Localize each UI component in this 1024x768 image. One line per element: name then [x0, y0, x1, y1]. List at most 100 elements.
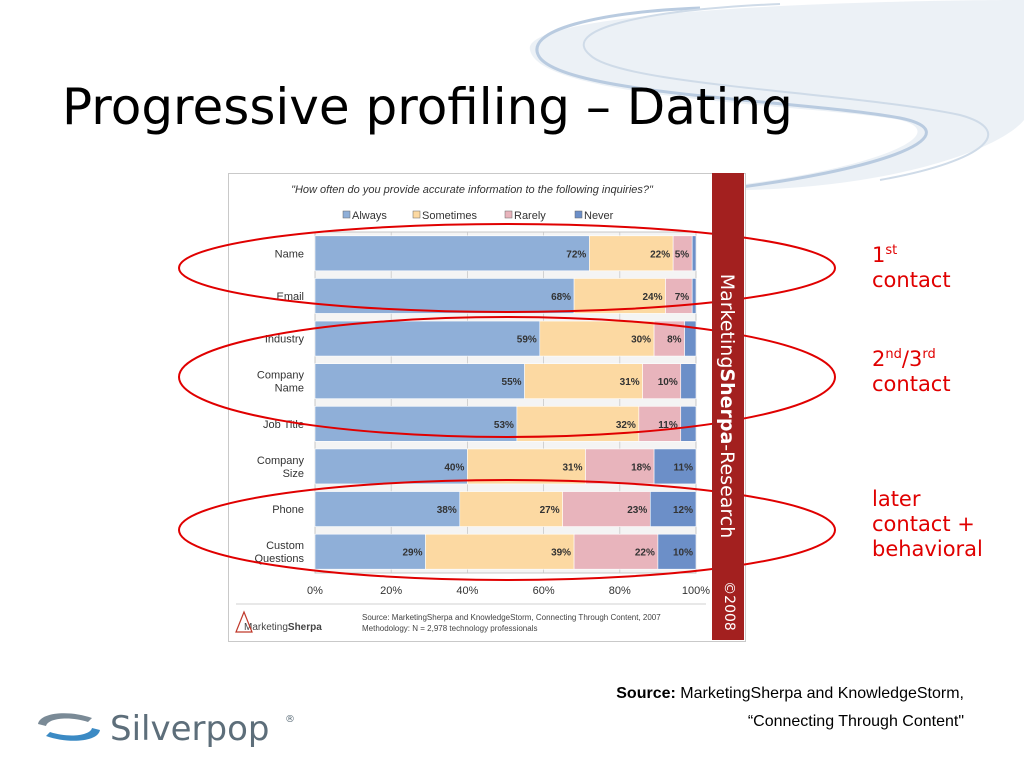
category-label: Industry — [265, 334, 305, 346]
bar-segment-sometimes — [524, 363, 643, 399]
bar-segment-rarely — [653, 320, 685, 357]
data-label: 22% — [635, 548, 655, 559]
bar-segment-sometimes — [467, 448, 586, 485]
data-label: 7% — [675, 292, 690, 303]
annotation-first-contact: 1st contact — [872, 243, 951, 292]
bar-segment-never — [653, 448, 697, 485]
ellipse-later-contact — [178, 479, 836, 581]
data-label: 10% — [673, 548, 693, 559]
bar-segment-rarely — [638, 406, 682, 442]
data-label: 31% — [620, 377, 640, 388]
bar-segment-never — [649, 491, 697, 527]
ellipse-second-third-contact — [178, 316, 836, 438]
bar-segment-sometimes — [539, 320, 655, 357]
source-label: Source: — [616, 685, 676, 702]
x-tick-label: 60% — [533, 585, 555, 597]
decorative-swoosh — [529, 0, 1024, 194]
bar-segment-sometimes — [589, 235, 674, 272]
bar-segment-never — [684, 320, 697, 357]
x-tick-label: 20% — [380, 585, 402, 597]
legend-swatch-always — [342, 210, 351, 219]
data-label: 40% — [444, 462, 464, 473]
marketingsherpa-mountain-icon — [235, 610, 253, 633]
source-text: MarketingSherpa and KnowledgeStorm, — [675, 685, 964, 702]
category-label: Name — [275, 383, 304, 395]
bar-segment-always — [314, 363, 525, 399]
chart-sidebar — [712, 173, 744, 640]
legend-label-always: Always — [352, 210, 387, 222]
bar-segment-always — [314, 235, 590, 272]
category-label: Questions — [254, 553, 304, 565]
data-label: 5% — [675, 249, 690, 260]
logo-registered-mark: ® — [285, 714, 295, 725]
data-label: 32% — [616, 420, 636, 431]
x-tick-label: 80% — [609, 585, 631, 597]
data-label: 29% — [402, 548, 422, 559]
data-label: 53% — [494, 420, 514, 431]
sidebar-brand: MarketingSherpa-Research — [716, 273, 738, 539]
slide-title: Progressive profiling – Dating — [62, 78, 793, 136]
category-label: Company — [257, 370, 305, 382]
data-label: 8% — [667, 335, 682, 346]
source-line2: “Connecting Through Content" — [747, 713, 964, 730]
annotation-second-third-contact: 2nd/3rd contact — [872, 347, 951, 396]
x-tick-label: 100% — [682, 585, 710, 597]
data-label: 27% — [540, 505, 560, 516]
bar-segment-never — [657, 533, 697, 570]
data-label: 11% — [674, 462, 694, 473]
bar-segment-always — [314, 491, 461, 527]
bar-segment-never — [680, 363, 697, 399]
bar-segment-always — [314, 533, 426, 570]
data-label: 18% — [631, 462, 651, 473]
bar-segment-rarely — [573, 533, 659, 570]
category-label: Size — [283, 468, 304, 480]
ellipse-first-contact — [178, 223, 836, 313]
silverpop-logo: Silverpop ® — [38, 709, 295, 749]
bar-segment-rarely — [562, 491, 651, 527]
data-label: 30% — [631, 335, 651, 346]
bar-segment-always — [314, 320, 541, 357]
category-label: Company — [257, 455, 305, 467]
category-label: Phone — [272, 504, 304, 516]
legend-swatch-never — [574, 210, 583, 219]
data-label: 31% — [562, 462, 582, 473]
chart-source-line2: Methodology: N = 2,978 technology profes… — [362, 624, 537, 633]
bar-segment-rarely — [665, 278, 693, 314]
data-label: 72% — [566, 249, 586, 260]
legend-label-rarely: Rarely — [514, 210, 546, 222]
legend-label-sometimes: Sometimes — [422, 210, 478, 222]
x-tick-label: 0% — [307, 585, 323, 597]
bar-segment-always — [314, 448, 468, 485]
data-label: 12% — [673, 505, 693, 516]
data-label: 10% — [658, 377, 678, 388]
bar-segment-never — [691, 278, 697, 314]
data-label: 11% — [658, 420, 678, 431]
legend-swatch-rarely — [504, 210, 513, 219]
logo-text: Silverpop — [110, 709, 269, 749]
sidebar-copyright: ©2008 — [721, 581, 737, 631]
data-label: 39% — [551, 548, 571, 559]
annotation-later-contact: later contact + behavioral — [872, 487, 983, 561]
bar-segment-sometimes — [425, 533, 575, 570]
x-tick-label: 40% — [456, 585, 478, 597]
footer-source: Source: MarketingSherpa and KnowledgeSto… — [616, 680, 964, 736]
data-label: 24% — [643, 292, 663, 303]
bar-segment-sometimes — [459, 491, 563, 527]
marketingsherpa-logo: MarketingSherpa — [244, 622, 322, 633]
data-label: 38% — [437, 505, 457, 516]
data-label: 59% — [517, 335, 537, 346]
bar-segment-always — [314, 278, 575, 314]
legend-label-never: Never — [584, 210, 614, 222]
data-label: 22% — [650, 249, 670, 260]
data-label: 23% — [627, 505, 647, 516]
chart-title: "How often do you provide accurate infor… — [291, 184, 654, 196]
chart-source-line1: Source: MarketingSherpa and KnowledgeSto… — [362, 613, 661, 622]
data-label: 68% — [551, 292, 571, 303]
category-label: Name — [275, 248, 304, 260]
category-label: Custom — [266, 540, 304, 552]
legend-swatch-sometimes — [412, 210, 421, 219]
bar-segment-never — [691, 235, 697, 272]
data-label: 55% — [502, 377, 522, 388]
bar-segment-never — [680, 406, 697, 442]
